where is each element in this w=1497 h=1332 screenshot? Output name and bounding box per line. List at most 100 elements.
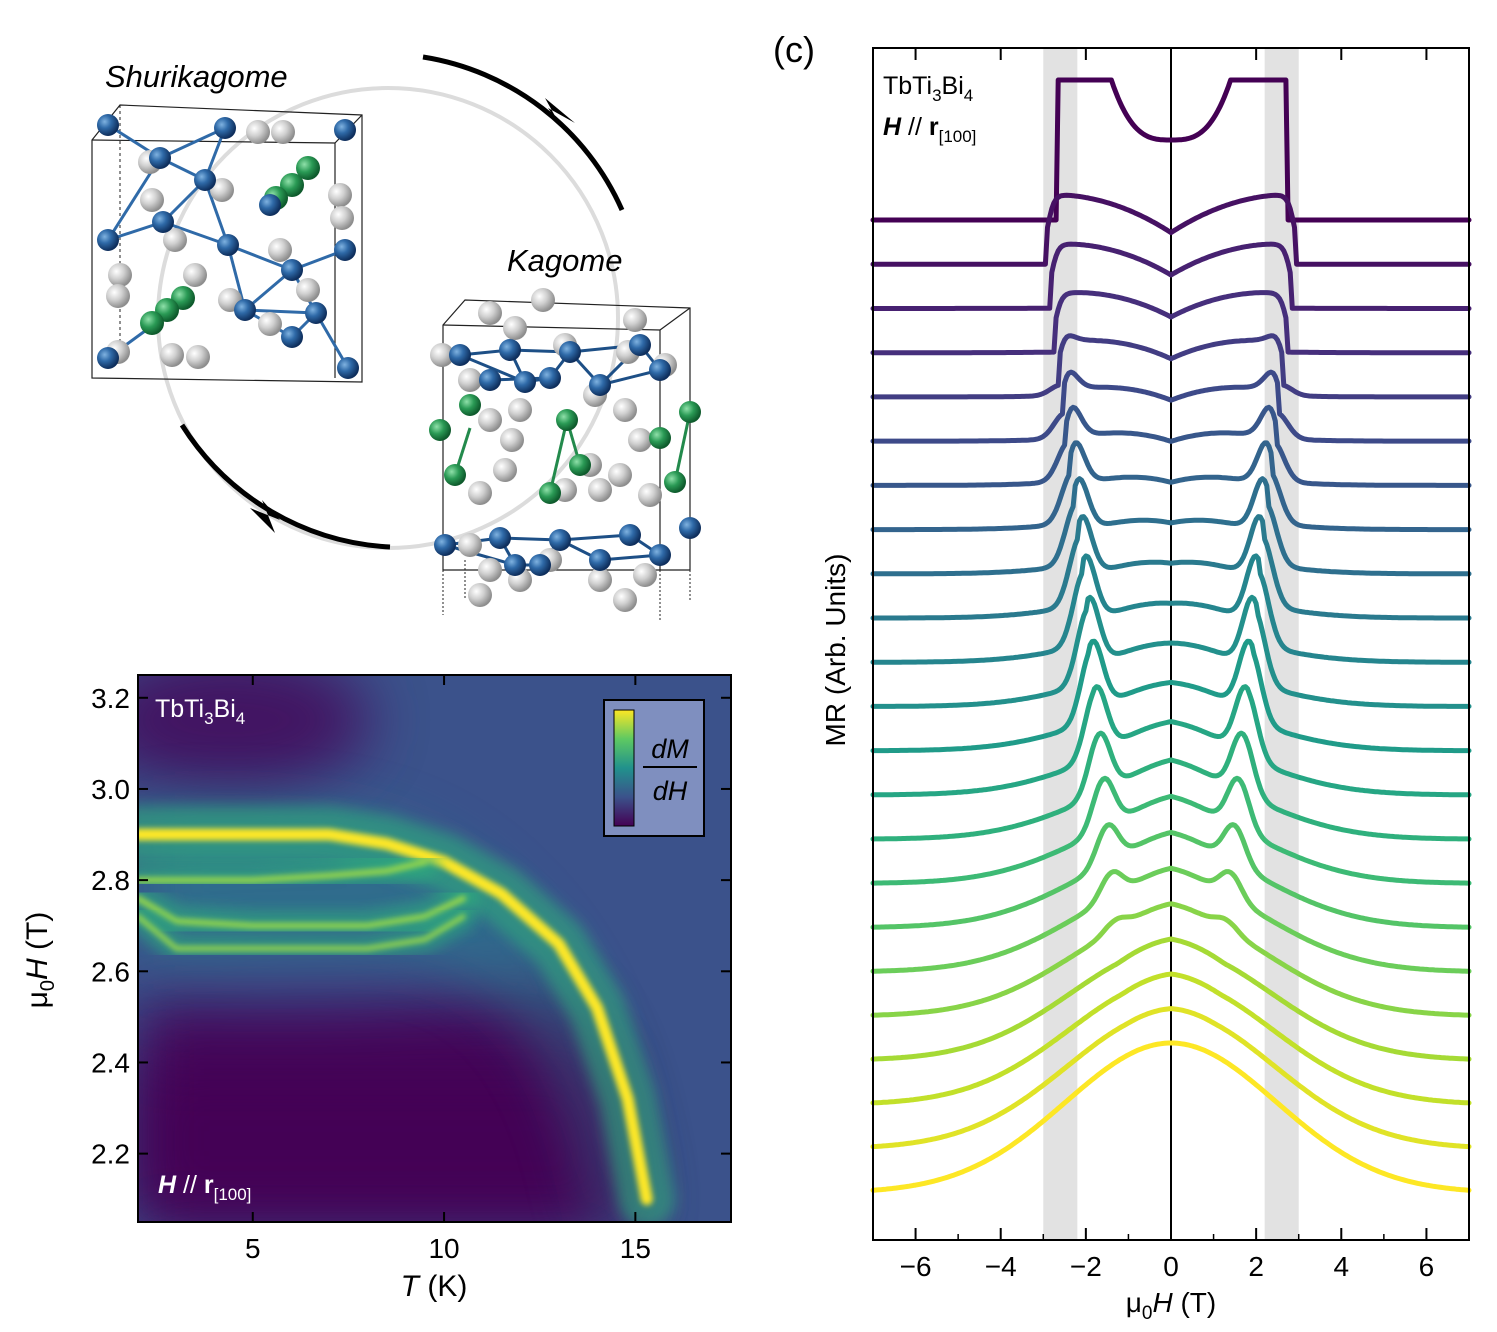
y-tick-label: 2.2 — [91, 1139, 130, 1170]
bi-atom — [106, 284, 130, 308]
x-tick-label: 2 — [1248, 1251, 1264, 1282]
mr-field-direction: H // r[100] — [883, 113, 976, 146]
mr-series — [870, 241, 1472, 311]
ti-atom — [649, 544, 671, 566]
y-tick-label: 2.4 — [91, 1047, 130, 1078]
ridge-core — [138, 914, 466, 951]
mr-series — [870, 553, 1472, 665]
mr-series — [870, 638, 1472, 754]
tb-atom — [140, 311, 164, 335]
ti-atom — [194, 169, 216, 191]
mr-ylabel: MR (Arb. Units) — [820, 554, 851, 747]
bond — [244, 308, 317, 315]
ti-atom — [281, 259, 303, 281]
mr-series — [870, 901, 1472, 1018]
bi-atom — [633, 563, 657, 587]
bond — [203, 179, 230, 246]
ti-atom — [679, 517, 701, 539]
ti-atom — [549, 529, 571, 551]
heatmap-panel: 5 10 15 2.2 2.4 2.6 2.8 3.0 3.2 TbTi3Bi4 H // r[… — [21, 674, 732, 1303]
bond — [548, 419, 569, 494]
bi-atom — [458, 368, 482, 392]
bond — [159, 126, 226, 160]
bi-atom — [608, 463, 632, 487]
mr-xlabel: μ0H (T) — [1126, 1287, 1216, 1324]
ti-atom — [97, 347, 119, 369]
mr-series — [870, 865, 1472, 974]
bi-atom — [330, 206, 354, 230]
mr-series — [870, 775, 1472, 886]
ridge-core — [138, 828, 653, 1206]
mr-series — [870, 822, 1472, 930]
bi-atom — [468, 583, 492, 607]
bi-atom — [588, 568, 612, 592]
tb-atom — [429, 419, 451, 441]
tb-atom — [296, 156, 320, 180]
bond — [559, 533, 631, 542]
bi-atom — [638, 483, 662, 507]
ti-atom — [589, 374, 611, 396]
mr-series — [870, 440, 1472, 533]
bi-atom — [183, 263, 207, 287]
ti-atom — [214, 117, 236, 139]
bond — [226, 244, 247, 311]
mr-ticks: −6 −4 −2 0 2 4 6 — [872, 48, 1470, 1282]
ti-atom — [281, 326, 303, 348]
ti-atom — [334, 239, 356, 261]
svg-text:μ0H (T): μ0H (T) — [21, 912, 59, 1009]
ti-atom — [305, 302, 327, 324]
bi-atom — [478, 301, 502, 325]
tb-atom — [459, 394, 481, 416]
ti-atom — [97, 114, 119, 136]
tb-atom — [569, 454, 591, 476]
heatmap-xlabel: T (K) — [401, 1270, 468, 1303]
colorbar: dM dH — [603, 699, 705, 837]
kagome-label: Kagome — [507, 243, 622, 278]
ridge-core — [138, 858, 428, 884]
kagome-structure — [429, 288, 701, 620]
bi-atom — [503, 316, 527, 340]
mr-series — [870, 730, 1472, 842]
mr-series — [870, 290, 1472, 356]
mr-series — [870, 476, 1472, 577]
ti-atom — [234, 299, 256, 321]
x-tick-label: 5 — [245, 1233, 261, 1264]
bond — [227, 243, 293, 272]
x-tick-label: −4 — [985, 1251, 1017, 1282]
mr-compound: TbTi3Bi4 — [883, 72, 973, 105]
bond — [444, 543, 516, 567]
ti-atom — [619, 524, 641, 546]
ti-atom — [152, 211, 174, 233]
bi-atom — [458, 533, 482, 557]
mr-series — [870, 514, 1472, 621]
bi-atom — [296, 278, 320, 302]
ti-atom — [334, 119, 356, 141]
ti-atom — [559, 341, 581, 363]
mr-series — [870, 971, 1472, 1106]
bi-atom — [623, 308, 647, 332]
ti-atom — [499, 339, 521, 361]
mr-series — [870, 684, 1472, 798]
tb-atom — [556, 409, 578, 431]
mr-series — [870, 1040, 1472, 1193]
ti-atom — [217, 234, 239, 256]
bi-atom — [268, 238, 292, 262]
x-tick-label: 6 — [1419, 1251, 1435, 1282]
ti-atom — [514, 371, 536, 393]
bi-atom — [186, 345, 210, 369]
cycle-arrow-bottom — [179, 423, 391, 550]
bi-atom — [140, 188, 164, 212]
y-tick-label: 2.6 — [91, 956, 130, 987]
ti-atom — [589, 549, 611, 571]
mr-series — [870, 594, 1472, 709]
ti-atom — [479, 369, 501, 391]
tb-atom — [444, 464, 466, 486]
bi-atom — [531, 288, 555, 312]
bi-atom — [628, 428, 652, 452]
ti-atom — [259, 194, 281, 216]
x-tick-label: 10 — [428, 1233, 459, 1264]
x-tick-label: −6 — [900, 1251, 932, 1282]
bi-atom — [508, 398, 532, 422]
cycle-arrow-top — [422, 54, 625, 212]
